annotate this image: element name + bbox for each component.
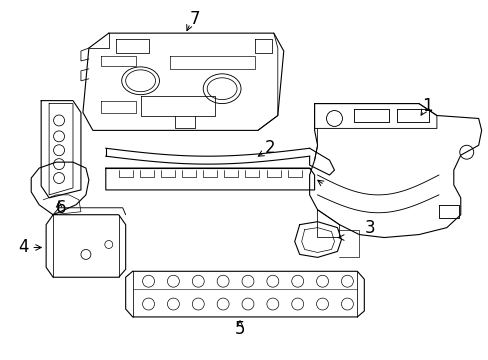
Text: 3: 3 [364,219,374,237]
Text: 5: 5 [234,320,245,338]
Text: 6: 6 [56,199,66,217]
Text: 2: 2 [264,139,275,157]
Text: 4: 4 [18,238,28,256]
Text: 7: 7 [190,10,200,28]
Text: 1: 1 [421,96,431,114]
